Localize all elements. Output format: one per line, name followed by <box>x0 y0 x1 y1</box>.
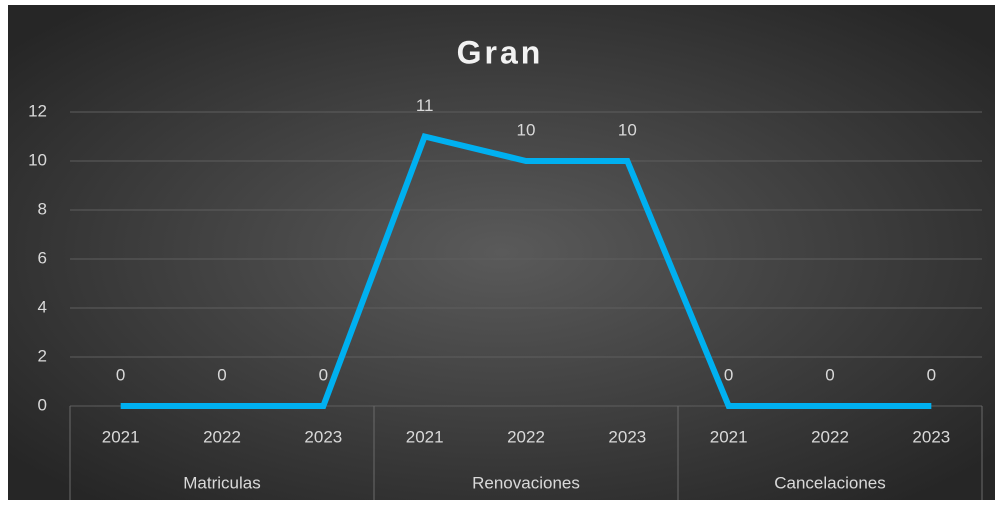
x-tick-label: 2021 <box>102 427 140 446</box>
group-label: Renovaciones <box>472 473 580 492</box>
data-label: 10 <box>618 120 637 139</box>
data-label: 0 <box>319 365 328 384</box>
chart-title: Gran <box>457 34 544 70</box>
x-tick-label: 2022 <box>811 427 849 446</box>
data-label: 0 <box>116 365 125 384</box>
y-tick-label: 12 <box>28 101 47 120</box>
y-tick-label: 10 <box>28 150 47 169</box>
y-tick-label: 2 <box>38 346 47 365</box>
x-tick-label: 2022 <box>507 427 545 446</box>
data-label: 0 <box>217 365 226 384</box>
x-tick-label: 2021 <box>406 427 444 446</box>
x-tick-label: 2021 <box>710 427 748 446</box>
data-label: 11 <box>416 96 434 115</box>
x-tick-label: 2023 <box>304 427 342 446</box>
data-label: 0 <box>724 365 733 384</box>
chart-background <box>8 5 995 500</box>
data-label: 10 <box>517 120 536 139</box>
y-tick-label: 8 <box>38 199 47 218</box>
group-label: Cancelaciones <box>774 473 886 492</box>
y-tick-label: 6 <box>38 248 47 267</box>
x-tick-label: 2023 <box>608 427 646 446</box>
series-line <box>120 132 932 409</box>
x-tick-label: 2022 <box>203 427 241 446</box>
group-label: Matriculas <box>183 473 260 492</box>
y-tick-label: 0 <box>38 395 47 414</box>
x-tick-label: 2023 <box>912 427 950 446</box>
data-label: 0 <box>825 365 834 384</box>
y-tick-label: 4 <box>38 297 47 316</box>
data-label: 0 <box>927 365 936 384</box>
